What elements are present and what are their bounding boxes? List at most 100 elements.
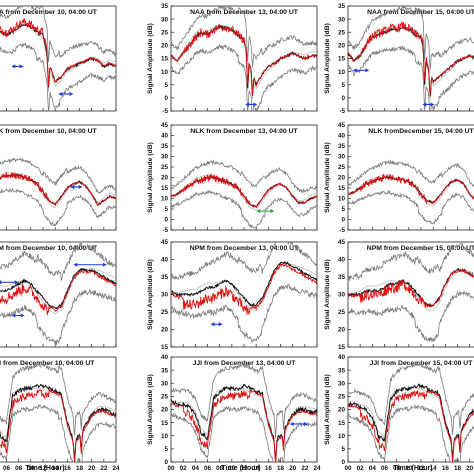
y-axis-label: Signal Amplitude (dB) xyxy=(147,374,154,445)
x-tick-label: 18 xyxy=(76,465,84,472)
envelope-upper-line xyxy=(0,242,116,281)
envelope-upper-line xyxy=(0,157,116,195)
event-day-signal-line xyxy=(171,263,317,316)
mean-signal-line xyxy=(0,267,116,310)
y-tick-label: 15 xyxy=(161,420,169,427)
time-window-arrow-head xyxy=(14,280,19,285)
x-tick-label: 20 xyxy=(466,465,474,472)
mean-signal-line xyxy=(171,260,317,308)
time-window-arrow-head xyxy=(365,68,370,73)
x-tick-label: 06 xyxy=(204,465,212,472)
envelope-upper-line xyxy=(0,6,116,63)
plot-frame xyxy=(347,5,474,112)
y-tick-label: 35 xyxy=(338,367,346,374)
y-axis-label: Signal Amplitude (dB) xyxy=(324,259,331,330)
envelope-upper-line xyxy=(171,159,317,194)
y-tick-label: 5 xyxy=(164,446,168,453)
envelope-upper-line xyxy=(171,242,317,281)
y-tick-label: 15 xyxy=(338,344,346,351)
x-tick-label: 24 xyxy=(313,465,321,472)
y-tick-label: 15 xyxy=(161,185,169,192)
mean-signal-line xyxy=(348,383,474,461)
time-window-arrow-head xyxy=(11,64,16,69)
y-tick-label: 10 xyxy=(161,69,169,76)
y-tick-label: 40 xyxy=(161,354,169,361)
y-tick-label: 35 xyxy=(161,274,169,281)
chart-panel-jji-3: JJI from December 15, 04:00 UT 40 35 30 25 20… xyxy=(324,354,474,472)
envelope-lower-line xyxy=(0,187,116,227)
chart-title: NAA from December 15, 04:00 UT xyxy=(367,9,474,16)
event-day-signal-line xyxy=(348,21,474,96)
y-tick-label: 20 xyxy=(338,407,346,414)
y-tick-label: 20 xyxy=(338,327,346,334)
plot-area xyxy=(348,159,474,225)
x-tick-label: 04 xyxy=(369,465,377,472)
event-day-signal-line xyxy=(171,23,317,95)
y-tick-label: 10 xyxy=(338,196,346,203)
envelope-lower-line xyxy=(0,403,116,462)
time-window-arrow-head xyxy=(256,209,261,214)
mean-signal-line xyxy=(0,383,116,462)
x-tick-label: 02 xyxy=(357,465,365,472)
event-day-signal-line xyxy=(0,18,116,87)
envelope-upper-line xyxy=(0,362,116,436)
time-window-arrow-head xyxy=(352,68,357,73)
y-tick-label: 35 xyxy=(161,3,169,10)
y-tick-label: 25 xyxy=(161,309,169,316)
time-window-arrow-head xyxy=(289,421,294,426)
y-tick-label: -5 xyxy=(339,227,345,234)
chart-title: JJI from December 15, 04:00 UT xyxy=(370,360,474,367)
y-tick-label: 20 xyxy=(161,327,169,334)
envelope-lower-line xyxy=(171,283,317,343)
y-axis-label: Signal Amplitude (dB) xyxy=(324,142,331,213)
y-tick-label: 25 xyxy=(338,29,346,36)
y-tick-label: 25 xyxy=(338,394,346,401)
plot-area xyxy=(348,243,474,343)
y-tick-label: 25 xyxy=(161,164,169,171)
chart-panel-jji-1: JJI from December 10, 04:00 UT 06 08 10 12 14… xyxy=(0,356,120,472)
envelope-lower-line xyxy=(171,405,317,462)
x-axis-label: Time (Hour) xyxy=(221,465,260,472)
y-tick-label: 30 xyxy=(338,380,346,387)
plot-frame xyxy=(0,356,117,463)
chart-panel-naa-2: NAA from December 13, 04:00 UT3530252015… xyxy=(147,3,318,115)
reference-grey-line xyxy=(0,387,116,462)
x-tick-label: 14 xyxy=(430,465,438,472)
y-tick-label: 20 xyxy=(161,407,169,414)
x-tick-label: 10 xyxy=(405,465,413,472)
plot-frame xyxy=(170,241,318,348)
plot-area xyxy=(348,361,474,462)
x-tick-label: 02 xyxy=(180,465,188,472)
y-tick-label: 5 xyxy=(341,206,345,213)
chart-title: NPM from December 10, 04:00 UT xyxy=(0,245,98,252)
y-tick-label: -5 xyxy=(162,108,168,115)
y-tick-label: 40 xyxy=(338,354,346,361)
chart-panel-jji-2: JJI from December 13, 04:00 UT 40 35 30 25 20… xyxy=(147,354,321,472)
x-tick-label: 16 xyxy=(265,465,273,472)
x-tick-label: 04 xyxy=(192,465,200,472)
x-tick-label: 00 xyxy=(344,465,352,472)
x-axis-label: Time (Hour) xyxy=(25,465,64,472)
plot-area xyxy=(0,362,116,462)
x-tick-label: 06 xyxy=(381,465,389,472)
y-tick-label: 10 xyxy=(338,433,346,440)
x-tick-label: 12 xyxy=(39,465,47,472)
x-tick-label: 18 xyxy=(277,465,285,472)
y-axis-label: Signal Amplitude (dB) xyxy=(324,23,331,94)
time-window-arrow-head xyxy=(430,102,435,107)
y-tick-label: 45 xyxy=(338,122,346,129)
time-window-arrow-head xyxy=(58,91,63,96)
x-tick-label: 06 xyxy=(3,465,11,472)
x-tick-label: 20 xyxy=(88,465,96,472)
envelope-upper-line xyxy=(171,361,317,439)
x-axis-label: Time (Hour) xyxy=(393,465,432,472)
y-tick-label: 25 xyxy=(161,29,169,36)
y-tick-label: 40 xyxy=(338,257,346,264)
chart-title: NPM from December 15, 04:00 UT xyxy=(367,245,474,252)
y-tick-label: 15 xyxy=(338,56,346,63)
y-axis-label: Signal Amplitude (dB) xyxy=(147,142,154,213)
x-tick-label: 20 xyxy=(289,465,297,472)
y-tick-label: 20 xyxy=(338,175,346,182)
y-tick-label: 30 xyxy=(161,380,169,387)
x-tick-label: 08 xyxy=(15,465,23,472)
